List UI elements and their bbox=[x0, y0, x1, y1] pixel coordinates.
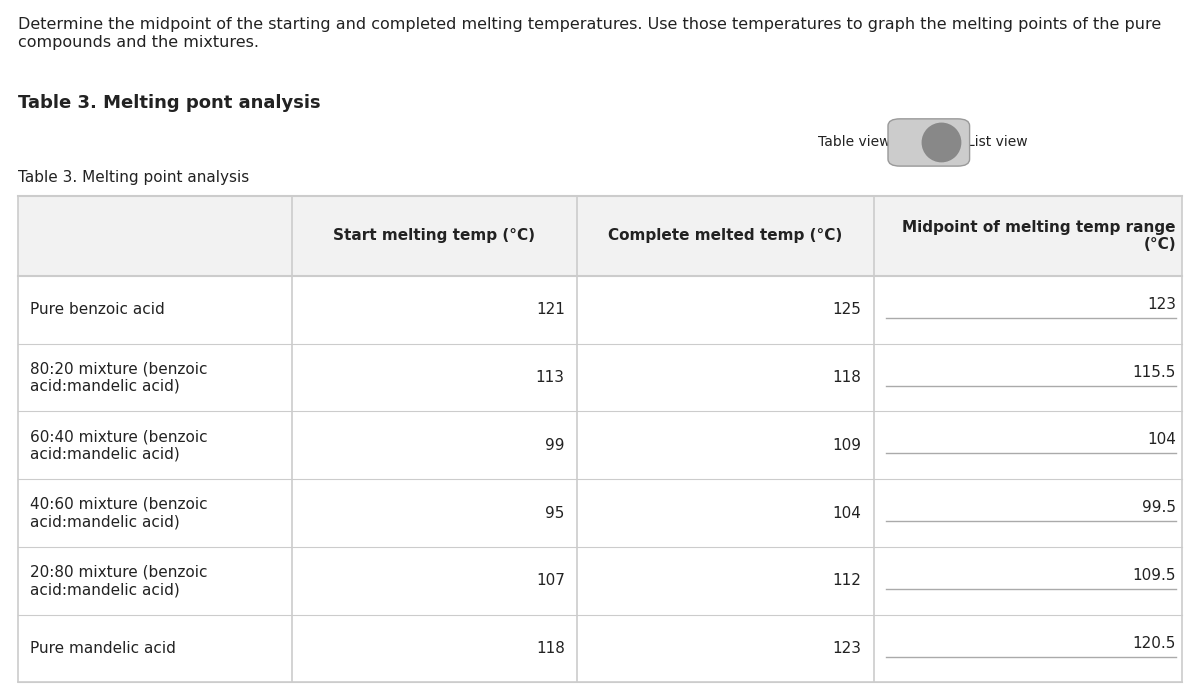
Text: 104: 104 bbox=[833, 505, 862, 521]
Text: Pure benzoic acid: Pure benzoic acid bbox=[30, 302, 164, 318]
Bar bbox=[18, 614, 1182, 682]
Bar bbox=[18, 344, 1182, 411]
FancyBboxPatch shape bbox=[888, 119, 970, 166]
Ellipse shape bbox=[923, 123, 961, 162]
Text: 80:20 mixture (benzoic
acid:mandelic acid): 80:20 mixture (benzoic acid:mandelic aci… bbox=[30, 361, 208, 394]
Text: List view: List view bbox=[967, 136, 1028, 149]
Text: 95: 95 bbox=[545, 505, 565, 521]
Text: Table 3. Melting pont analysis: Table 3. Melting pont analysis bbox=[18, 94, 320, 112]
Bar bbox=[18, 480, 1182, 547]
Text: 118: 118 bbox=[833, 370, 862, 385]
Text: 113: 113 bbox=[535, 370, 565, 385]
Text: Start melting temp (°C): Start melting temp (°C) bbox=[334, 229, 535, 243]
Text: 99.5: 99.5 bbox=[1142, 500, 1176, 515]
Text: Table view: Table view bbox=[818, 136, 890, 149]
Text: 125: 125 bbox=[833, 302, 862, 318]
Bar bbox=[18, 547, 1182, 614]
Text: 109: 109 bbox=[833, 438, 862, 453]
Text: 121: 121 bbox=[536, 302, 565, 318]
Text: Table 3. Melting point analysis: Table 3. Melting point analysis bbox=[18, 170, 250, 186]
Text: Midpoint of melting temp range
(°C): Midpoint of melting temp range (°C) bbox=[902, 220, 1176, 252]
Text: 115.5: 115.5 bbox=[1133, 365, 1176, 379]
Text: Complete melted temp (°C): Complete melted temp (°C) bbox=[608, 229, 842, 243]
Text: 123: 123 bbox=[1147, 297, 1176, 312]
Text: 123: 123 bbox=[833, 641, 862, 656]
Text: Pure mandelic acid: Pure mandelic acid bbox=[30, 641, 176, 656]
Text: Determine the midpoint of the starting and completed melting temperatures. Use t: Determine the midpoint of the starting a… bbox=[18, 17, 1162, 50]
Text: 104: 104 bbox=[1147, 432, 1176, 448]
Text: 20:80 mixture (benzoic
acid:mandelic acid): 20:80 mixture (benzoic acid:mandelic aci… bbox=[30, 564, 208, 597]
Text: 109.5: 109.5 bbox=[1133, 568, 1176, 583]
Bar bbox=[18, 196, 1182, 276]
Bar bbox=[18, 276, 1182, 344]
Text: 120.5: 120.5 bbox=[1133, 636, 1176, 651]
Text: 40:60 mixture (benzoic
acid:mandelic acid): 40:60 mixture (benzoic acid:mandelic aci… bbox=[30, 497, 208, 530]
Text: 99: 99 bbox=[545, 438, 565, 453]
Bar bbox=[18, 411, 1182, 480]
Text: 107: 107 bbox=[536, 573, 565, 589]
Text: 112: 112 bbox=[833, 573, 862, 589]
Text: 60:40 mixture (benzoic
acid:mandelic acid): 60:40 mixture (benzoic acid:mandelic aci… bbox=[30, 429, 208, 461]
Text: 118: 118 bbox=[536, 641, 565, 656]
